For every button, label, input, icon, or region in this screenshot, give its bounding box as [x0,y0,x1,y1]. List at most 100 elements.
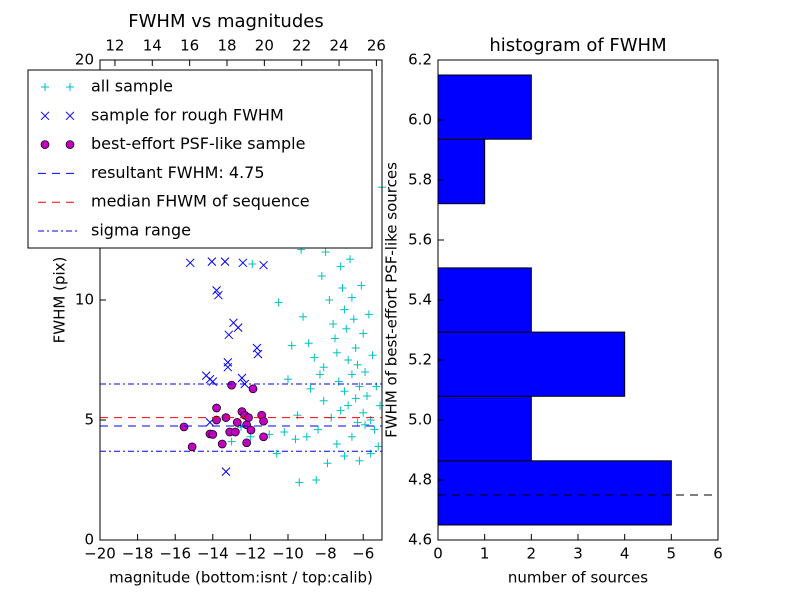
y-axis-label: FWHM (pix) [51,257,69,344]
point [361,368,370,376]
marker-dot [232,418,242,427]
point [253,349,263,359]
point [214,290,223,300]
marker-dot [187,442,197,452]
x-tick-label: −10 [272,545,304,563]
point [272,449,281,458]
point [220,257,230,266]
y-tick-label: 10 [75,291,94,309]
point [237,373,247,383]
point [207,257,217,266]
y-tick-label: 4.6 [408,531,432,549]
marker-dot [227,380,236,390]
bar [437,74,532,140]
point [338,284,347,292]
point [340,452,349,460]
point [179,422,189,432]
x-tick-label: −6 [352,545,374,563]
legend-label: sigma range [91,221,191,240]
bar [437,460,672,526]
marker-dot [246,425,256,435]
point [342,324,351,333]
point [353,360,362,369]
marker-stroke [237,373,247,383]
point [212,286,221,295]
point [359,408,368,417]
point [344,401,353,410]
marker-stroke [40,111,50,121]
point [187,442,197,452]
marker-stroke [233,323,243,332]
point [357,281,366,290]
point [299,312,308,321]
point [370,425,379,434]
legend-label: sample for rough FWHM [91,105,284,124]
point [306,384,315,393]
point [351,394,360,403]
point [242,438,251,448]
point [323,459,332,468]
marker-stroke [65,111,75,121]
x-axis-label: magnitude (bottom:isnt / top:calib) [109,569,373,587]
point [315,370,324,379]
y-tick-label: 5.8 [408,171,432,189]
point [221,467,231,476]
point [65,140,75,149]
point [349,315,358,324]
marker-stroke [214,290,223,300]
point [310,353,319,362]
point [223,362,233,372]
y-tick-label: 5.4 [408,291,432,309]
x-tick-label: −16 [159,545,191,563]
top-tick-label: 20 [255,37,274,55]
point [232,418,242,427]
point [224,330,234,340]
point [344,356,353,364]
point [41,83,49,91]
point [212,403,221,413]
marker-stroke [212,286,221,295]
chart-title: FWHM vs magnitudes [128,11,323,32]
bar [437,138,486,205]
bar [437,331,626,397]
point [259,416,268,426]
point [314,425,323,434]
x-tick-label: −18 [122,545,154,563]
x-tick-label: 3 [573,545,583,563]
marker-stroke [238,258,248,268]
point [361,420,370,429]
point [217,439,227,449]
point [364,310,373,319]
marker-dot [208,430,218,439]
y-tick-label: 5.2 [408,351,432,369]
point [347,293,356,302]
point [238,258,248,268]
point [362,392,371,400]
point [280,428,289,436]
y-tick-label: 6.2 [408,51,432,69]
point [346,255,355,264]
marker-dot [179,422,189,432]
marker-stroke [223,362,233,372]
x-tick-label: 1 [480,545,490,563]
point [246,425,256,435]
x-tick-label: 4 [620,545,630,563]
point [259,260,268,270]
y-tick-label: 0 [84,531,94,549]
y-tick-label: 5.0 [408,411,432,429]
top-tick-label: 26 [367,37,386,55]
point [227,437,236,446]
point [355,382,364,391]
point [336,262,345,271]
x-axis-label: number of sources [508,569,648,587]
legend: all sample sample for rough FWHM best-effo… [27,69,373,249]
point [332,348,341,357]
legend-label: resultant FWHM: 4.75 [91,163,265,182]
point [336,406,345,415]
x-tick-label: 2 [527,545,537,563]
y-tick-label: 20 [75,51,94,69]
y-tick-label: 6.0 [408,111,432,129]
marker-stroke [253,349,263,359]
point [332,440,341,448]
